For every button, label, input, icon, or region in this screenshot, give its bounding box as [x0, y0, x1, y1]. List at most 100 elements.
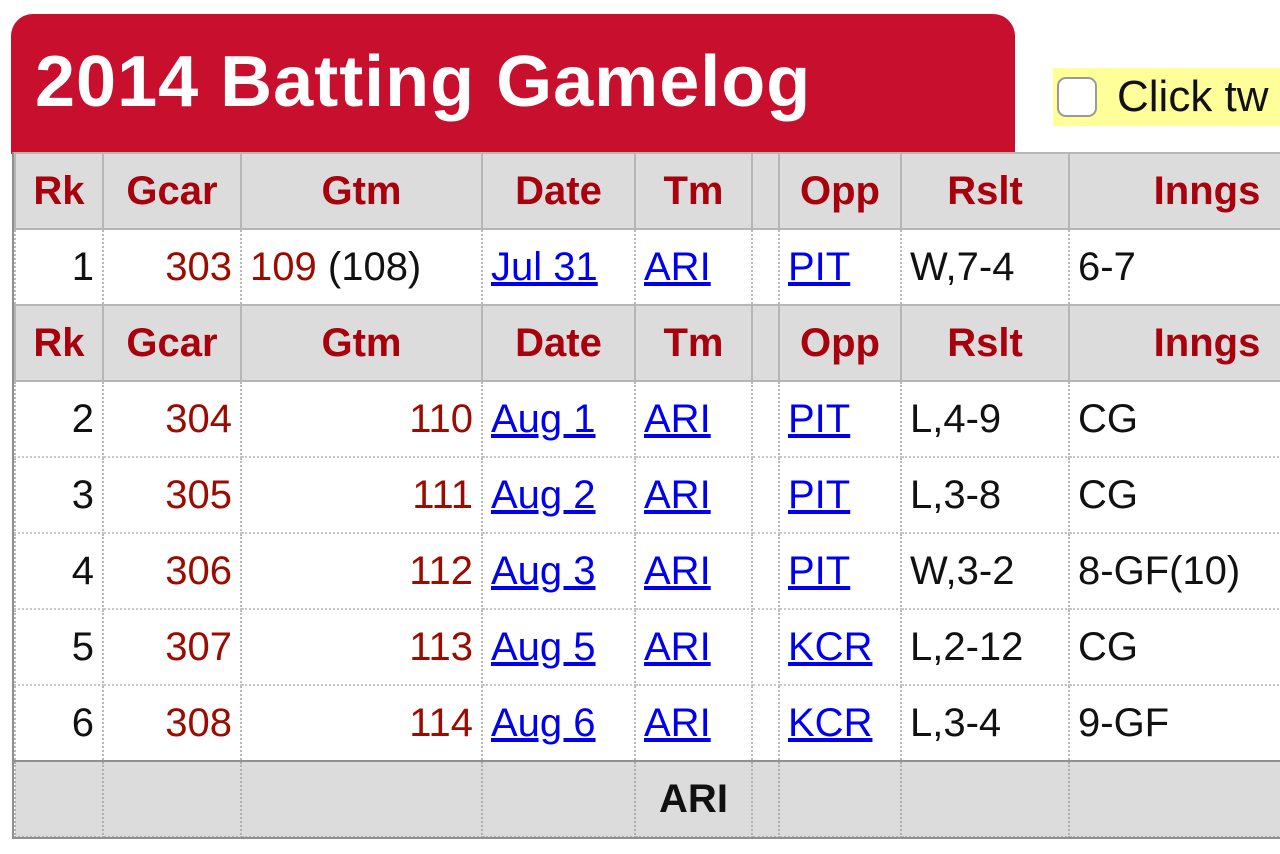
column-header-gtm[interactable]: Gtm — [240, 152, 483, 230]
table-row: 3 305 111 Aug 2 ARI PIT L,3-8 CG — [14, 457, 1280, 534]
team-cell-link[interactable]: ARI — [644, 472, 711, 517]
rk-cell: 2 — [14, 381, 104, 458]
totals-rk-cell — [14, 760, 104, 837]
table-row: 5 307 113 Aug 5 ARI KCR L,2-12 CG — [14, 609, 1280, 686]
rk-cell: 4 — [14, 533, 104, 610]
totals-opp-cell — [778, 760, 902, 837]
column-header-opp[interactable]: Opp — [778, 152, 902, 230]
gcar-cell: 304 — [102, 381, 242, 458]
totals-blank-cell — [751, 760, 780, 837]
date-cell: Aug 1 — [481, 381, 636, 458]
result-cell: L,3-8 — [900, 457, 1070, 534]
column-header-tm[interactable]: Tm — [634, 304, 753, 382]
gtm-cell: 112 — [240, 533, 483, 610]
blank-cell — [751, 685, 780, 762]
column-header-date[interactable]: Date — [481, 152, 636, 230]
table-row: 2 304 110 Aug 1 ARI PIT L,4-9 CG — [14, 381, 1280, 458]
date-cell-link[interactable]: Aug 2 — [491, 472, 596, 517]
date-cell-link[interactable]: Aug 6 — [491, 700, 596, 745]
date-cell-link[interactable]: Aug 5 — [491, 624, 596, 669]
rk-cell: 6 — [14, 685, 104, 762]
gtm-cell: 110 — [240, 381, 483, 458]
title-banner: 2014 Batting Gamelog — [11, 14, 1015, 154]
rk-cell: 1 — [14, 229, 104, 306]
date-cell-link[interactable]: Aug 3 — [491, 548, 596, 593]
gamelog-body: Rk Gcar Gtm Date Tm Opp Rslt Inngs 1 303 109 (108)… — [14, 152, 1280, 837]
gcar-cell: 305 — [102, 457, 242, 534]
blank-cell — [751, 609, 780, 686]
page-title: 2014 Batting Gamelog — [35, 42, 812, 122]
date-cell: Aug 3 — [481, 533, 636, 610]
blank-cell — [751, 381, 780, 458]
opp-cell: PIT — [778, 457, 902, 534]
date-cell-link[interactable]: Jul 31 — [491, 244, 598, 289]
gtm-team-game: (108) — [327, 244, 422, 289]
rk-cell: 3 — [14, 457, 104, 534]
table-row: 1 303 109 (108) Jul 31 ARI PIT W,7-4 6-7 — [14, 229, 1280, 306]
opp-cell: PIT — [778, 229, 902, 306]
table-row: 6 308 114 Aug 6 ARI KCR L,3-4 9-GF — [14, 685, 1280, 762]
toggle-label: Click tw — [1117, 72, 1269, 121]
gtm-cell: 114 — [240, 685, 483, 762]
column-header-inngs[interactable]: Inngs — [1068, 304, 1280, 382]
blank-cell — [751, 457, 780, 534]
opp-cell: PIT — [778, 381, 902, 458]
team-cell-link[interactable]: ARI — [644, 396, 711, 441]
gcar-cell: 306 — [102, 533, 242, 610]
date-cell-link[interactable]: Aug 1 — [491, 396, 596, 441]
toggle-partial-table[interactable]: Click tw — [1053, 68, 1280, 126]
column-header-date[interactable]: Date — [481, 304, 636, 382]
team-cell-link[interactable]: ARI — [644, 700, 711, 745]
result-cell: W,7-4 — [900, 229, 1070, 306]
column-header-opp[interactable]: Opp — [778, 304, 902, 382]
column-header-gcar[interactable]: Gcar — [102, 152, 242, 230]
totals-row: ARI — [14, 760, 1280, 837]
toggle-checkbox[interactable] — [1057, 77, 1097, 117]
date-cell: Aug 6 — [481, 685, 636, 762]
column-header-rk[interactable]: Rk — [14, 152, 104, 230]
gtm-cell: 111 — [240, 457, 483, 534]
opp-cell-link[interactable]: KCR — [788, 700, 873, 745]
gtm-cell: 109 (108) — [240, 229, 483, 306]
totals-rslt-cell — [900, 760, 1070, 837]
innings-cell: CG — [1068, 381, 1280, 458]
team-cell: ARI — [634, 609, 753, 686]
date-cell: Aug 2 — [481, 457, 636, 534]
totals-gcar-cell — [102, 760, 242, 837]
innings-cell: CG — [1068, 457, 1280, 534]
blank-cell — [751, 229, 780, 306]
totals-date-cell — [481, 760, 636, 837]
result-cell: W,3-2 — [900, 533, 1070, 610]
gamelog-table-container: Rk Gcar Gtm Date Tm Opp Rslt Inngs 1 303 109 (108)… — [12, 152, 1280, 839]
team-cell: ARI — [634, 229, 753, 306]
column-header-tm[interactable]: Tm — [634, 152, 753, 230]
team-cell: ARI — [634, 381, 753, 458]
header-row: Rk Gcar Gtm Date Tm Opp Rslt Inngs — [14, 152, 1280, 230]
result-cell: L,2-12 — [900, 609, 1070, 686]
opp-cell: KCR — [778, 685, 902, 762]
gcar-cell: 308 — [102, 685, 242, 762]
opp-cell-link[interactable]: PIT — [788, 244, 851, 289]
column-header-gtm[interactable]: Gtm — [240, 304, 483, 382]
date-cell: Jul 31 — [481, 229, 636, 306]
team-cell-link[interactable]: ARI — [644, 624, 711, 669]
team-cell-link[interactable]: ARI — [644, 244, 711, 289]
gcar-cell: 303 — [102, 229, 242, 306]
opp-cell: KCR — [778, 609, 902, 686]
innings-cell: 6-7 — [1068, 229, 1280, 306]
opp-cell-link[interactable]: PIT — [788, 396, 851, 441]
header-row: Rk Gcar Gtm Date Tm Opp Rslt Inngs — [14, 304, 1280, 382]
innings-cell: 9-GF — [1068, 685, 1280, 762]
opp-cell-link[interactable]: PIT — [788, 472, 851, 517]
opp-cell-link[interactable]: PIT — [788, 548, 851, 593]
column-header-rk[interactable]: Rk — [14, 304, 104, 382]
team-cell-link[interactable]: ARI — [644, 548, 711, 593]
opp-cell-link[interactable]: KCR — [788, 624, 873, 669]
column-header-rslt[interactable]: Rslt — [900, 304, 1070, 382]
column-header-inngs[interactable]: Inngs — [1068, 152, 1280, 230]
team-cell: ARI — [634, 685, 753, 762]
gcar-cell: 307 — [102, 609, 242, 686]
column-header-gcar[interactable]: Gcar — [102, 304, 242, 382]
gtm-value: 109 — [250, 244, 317, 289]
column-header-rslt[interactable]: Rslt — [900, 152, 1070, 230]
